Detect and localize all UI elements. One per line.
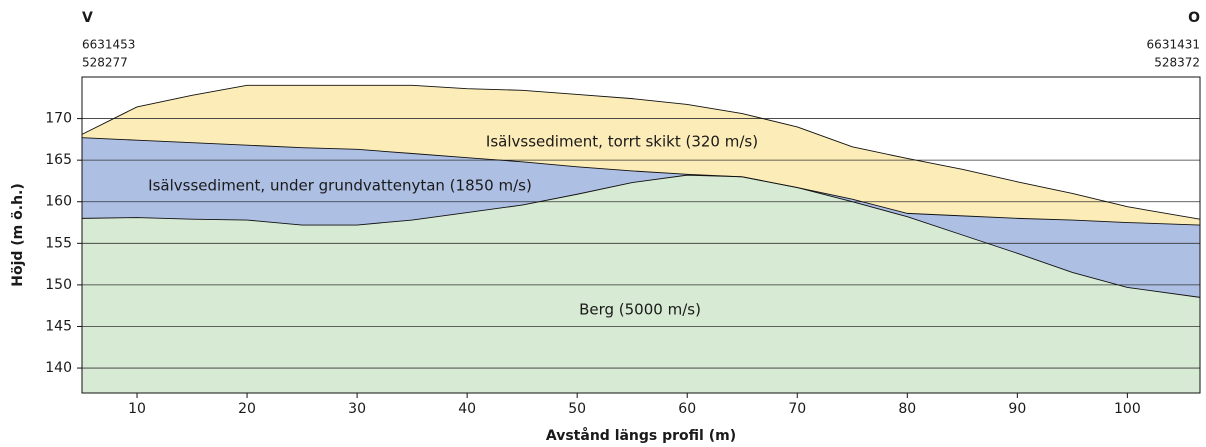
x-tick-label: 60: [678, 401, 696, 417]
y-axis-label: Höjd (m ö.h.): [10, 183, 26, 287]
x-tick-label: 50: [568, 401, 586, 417]
left-east: 528277: [82, 56, 128, 70]
x-tick-label: 90: [1008, 401, 1026, 417]
left-direction: V: [82, 10, 93, 26]
y-tick-label: 165: [45, 152, 72, 168]
y-tick-label: 155: [45, 235, 72, 251]
layer-boundary: [81, 84, 1201, 220]
y-tick-label: 140: [45, 360, 72, 376]
x-tick-label: 20: [238, 401, 256, 417]
plot-frame: [81, 76, 1201, 394]
layer-boundary: [81, 137, 1201, 226]
layer-label: Isälvssediment, under grundvattenytan (1…: [148, 177, 532, 195]
y-tick-label: 170: [45, 111, 72, 127]
right-direction: O: [1188, 10, 1200, 26]
left-north: 6631453: [82, 38, 135, 52]
x-axis-label: Avstånd längs profil (m): [546, 427, 736, 444]
y-tick-label: 160: [45, 194, 72, 210]
layer-label: Isälvssediment, torrt skikt (320 m/s): [486, 133, 758, 151]
layer-area: [82, 175, 1200, 393]
x-tick-label: 30: [348, 401, 366, 417]
layer-label: Berg (5000 m/s): [579, 301, 701, 319]
x-tick-label: 40: [458, 401, 476, 417]
layer-boundary: [81, 174, 1201, 298]
right-north: 6631431: [1147, 38, 1200, 52]
right-east: 528372: [1154, 56, 1200, 70]
y-tick-label: 150: [45, 277, 72, 293]
x-tick-label: 80: [898, 401, 916, 417]
y-tick-label: 145: [45, 318, 72, 334]
x-tick-label: 10: [128, 401, 146, 417]
x-tick-label: 70: [788, 401, 806, 417]
x-tick-label: 100: [1114, 401, 1141, 417]
